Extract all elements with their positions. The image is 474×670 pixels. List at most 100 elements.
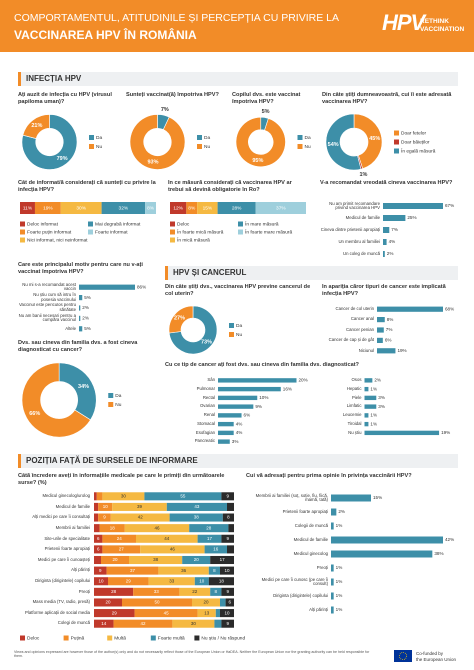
legend-label: Da	[115, 393, 121, 399]
bar-segment	[101, 555, 129, 565]
bar-segment	[215, 609, 220, 618]
bar-segment	[197, 534, 222, 543]
category-label: Site-urile de specialitate	[44, 535, 90, 541]
bar-segment	[225, 598, 234, 607]
category-label: Limfatic	[346, 403, 362, 409]
bar	[331, 550, 433, 558]
chart-title: V-a recomandat vreodată cineva vaccinare…	[320, 180, 453, 186]
category-label: Altele	[65, 325, 76, 331]
bar-segment	[221, 492, 234, 501]
value-label: 2%	[82, 305, 89, 310]
chart-title: Cu ce tip de cancer ați fost dvs. sau ci…	[165, 362, 359, 368]
legend-swatch	[108, 393, 114, 398]
bar	[364, 378, 373, 383]
value-label: 24	[117, 536, 123, 541]
chart: Cât de informat/ă considerați că sunteți…	[18, 180, 158, 250]
chart: Din câte știți dvs., vaccinarea HPV prev…	[165, 284, 315, 356]
value-label: 9	[226, 493, 229, 498]
header-title: COMPORTAMENTUL, ATITUDINILE ȘI PERCEPȚIA…	[14, 12, 339, 24]
value-label: 6	[229, 600, 232, 605]
legend-swatch	[89, 144, 94, 149]
chart: Dvs. sau cineva din familia dvs. a fost …	[18, 340, 153, 440]
value-label: 28	[206, 525, 212, 530]
legend-label: În foarte mică măsură	[176, 228, 224, 235]
bar-segment	[227, 502, 234, 511]
legend-swatch	[63, 635, 69, 641]
bar	[79, 315, 81, 321]
value-label: 39	[137, 504, 143, 509]
bar-segment	[112, 502, 167, 511]
legend-label: În egală măsură	[400, 147, 436, 154]
chart-plot: 11% 19% 30% 32% 8% Deloc informat Foarte puțin…	[20, 202, 156, 243]
legend-label: Da	[96, 135, 102, 141]
bar-segment	[140, 545, 205, 554]
category-label: Ovarian	[199, 403, 215, 409]
value-label: 67%	[445, 203, 454, 208]
legend-label: Deloc informat	[27, 221, 59, 227]
value-label: 5%	[84, 326, 91, 331]
bar	[218, 378, 297, 383]
value-label: 17	[220, 557, 226, 562]
category-label: Diriginta (dirigintele) copilului	[35, 577, 90, 583]
category-label: Alți medici pe care îi consultați	[32, 514, 90, 520]
value-label: 28%	[232, 205, 242, 211]
legend-label: În mică măsură	[176, 236, 210, 243]
header-title: VACCINAREA HPV ÎN ROMÂNIA	[14, 28, 197, 42]
section-title: INFECȚIA HPV	[18, 72, 458, 86]
bar	[377, 306, 443, 312]
bar-segment	[197, 609, 216, 618]
legend-label: Da	[236, 323, 242, 329]
value-label: 5%	[262, 109, 270, 115]
chart-plot: 86% 5% 2% 2% 5%	[79, 284, 146, 332]
value-label: 9	[103, 515, 106, 520]
legend-swatch	[238, 221, 243, 227]
chart-title: Câtă încredere aveți în informațiile med…	[18, 473, 225, 486]
chart-title: Din câte știți dvs., vaccinarea HPV prev…	[165, 284, 311, 297]
legend-label: Foarte multă	[158, 635, 185, 641]
value-label: 8%	[147, 205, 155, 211]
bar-segment	[102, 534, 136, 543]
value-label: 55	[180, 493, 186, 498]
value-label: 44	[164, 536, 170, 541]
bar-segment	[94, 566, 107, 575]
category-label: Renal	[203, 412, 215, 418]
bar-segment	[106, 566, 159, 575]
header: COMPORTAMENTUL, ATITUDINILE ȘI PERCEPȚIA…	[0, 0, 474, 52]
bar-segment	[221, 534, 234, 543]
chart: Din câte știți dumneavoastră, cui îi est…	[322, 92, 458, 178]
legend-label: Deloc	[27, 635, 40, 641]
chart-plot: 34% 66% Da Nu	[21, 362, 122, 438]
value-label: 42	[140, 621, 146, 626]
value-label: 29	[126, 578, 132, 583]
bar-segment	[210, 587, 222, 596]
value-label: 38	[194, 515, 200, 520]
bar-segment	[221, 587, 234, 596]
bar-segment	[148, 577, 195, 586]
bar-segment	[133, 587, 180, 596]
bar	[383, 215, 406, 221]
eu-label: the European Union	[416, 657, 457, 662]
bar	[79, 326, 83, 332]
pie-slice	[168, 305, 194, 334]
legend-label: Multă	[114, 635, 126, 641]
category-label: Esofagian	[195, 429, 215, 435]
legend-label: Deloc	[177, 221, 190, 227]
bar	[331, 536, 443, 544]
category-label: Pulmonar	[196, 385, 215, 391]
chart-title: Care este principalul motiv pentru care …	[18, 262, 143, 275]
chart-title: Ați auzit de infecția cu HPV (virusul pa…	[18, 92, 112, 105]
chart: Sunteți vaccinat(ă) împotriva HPV? 7% 93% D…	[126, 92, 226, 172]
bar	[331, 592, 334, 600]
bar-segment	[94, 534, 103, 543]
value-label: 6%	[244, 413, 251, 418]
bar-segment	[208, 577, 234, 586]
pie-slice	[129, 114, 186, 170]
value-label: 5%	[84, 295, 91, 300]
bar	[377, 348, 396, 354]
pie-slice	[58, 362, 97, 421]
legend-label: În mare măsură	[244, 220, 279, 227]
chart-title: Din câte știți dumneavoastră, cui îi est…	[322, 92, 452, 105]
value-label: 1%	[370, 413, 377, 418]
value-label: 6	[97, 536, 100, 541]
value-label: 79%	[57, 156, 68, 162]
